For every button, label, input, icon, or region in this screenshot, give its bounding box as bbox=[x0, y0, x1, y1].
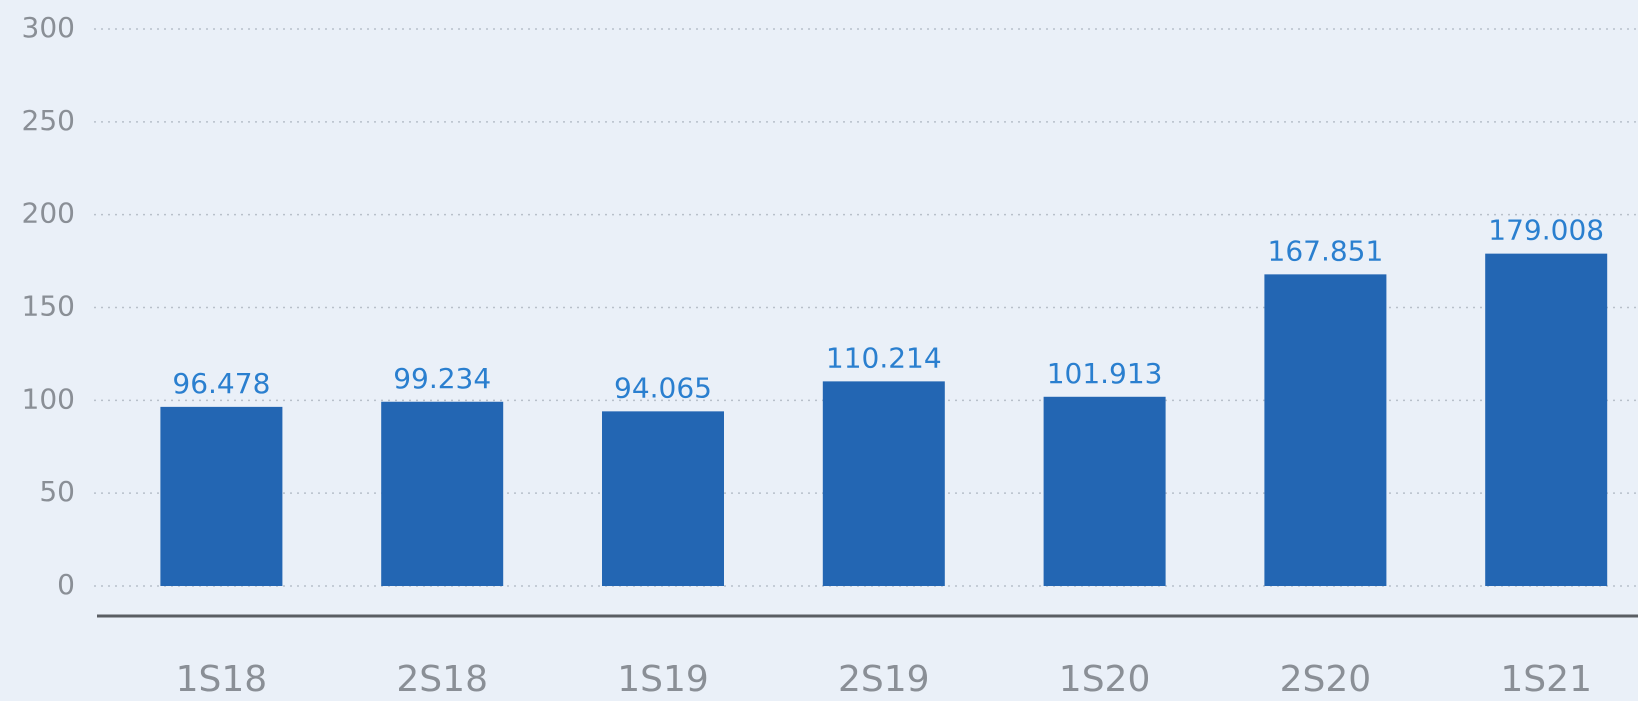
y-tick-label: 0 bbox=[57, 568, 75, 601]
x-tick-label: 2S20 bbox=[1280, 659, 1372, 700]
y-tick-label: 250 bbox=[22, 104, 75, 137]
y-tick-label: 100 bbox=[22, 382, 75, 415]
bar bbox=[1485, 253, 1608, 586]
bar bbox=[381, 401, 504, 586]
bar bbox=[160, 406, 283, 586]
value-label: 167.851 bbox=[1268, 234, 1384, 267]
value-label: 99.234 bbox=[393, 362, 491, 395]
value-label: 94.065 bbox=[614, 371, 712, 404]
y-tick-label: 200 bbox=[22, 197, 75, 230]
x-tick-label: 1S19 bbox=[617, 659, 709, 700]
x-tick-label: 2S18 bbox=[396, 659, 488, 700]
bar bbox=[1043, 396, 1166, 586]
x-tick-label: 2S19 bbox=[838, 659, 930, 700]
value-label: 96.478 bbox=[172, 367, 270, 400]
y-tick-label: 300 bbox=[22, 11, 75, 44]
value-label: 101.913 bbox=[1047, 357, 1163, 390]
x-tick-label: 1S18 bbox=[176, 659, 268, 700]
bar bbox=[1264, 274, 1387, 586]
bar bbox=[602, 411, 724, 586]
x-tick-label: 1S21 bbox=[1500, 659, 1592, 700]
y-tick-label: 150 bbox=[22, 290, 75, 323]
value-label: 110.214 bbox=[826, 341, 942, 374]
y-tick-label: 50 bbox=[39, 475, 75, 508]
bar bbox=[822, 381, 945, 586]
x-tick-label: 1S20 bbox=[1059, 659, 1151, 700]
value-label: 179.008 bbox=[1488, 214, 1604, 247]
